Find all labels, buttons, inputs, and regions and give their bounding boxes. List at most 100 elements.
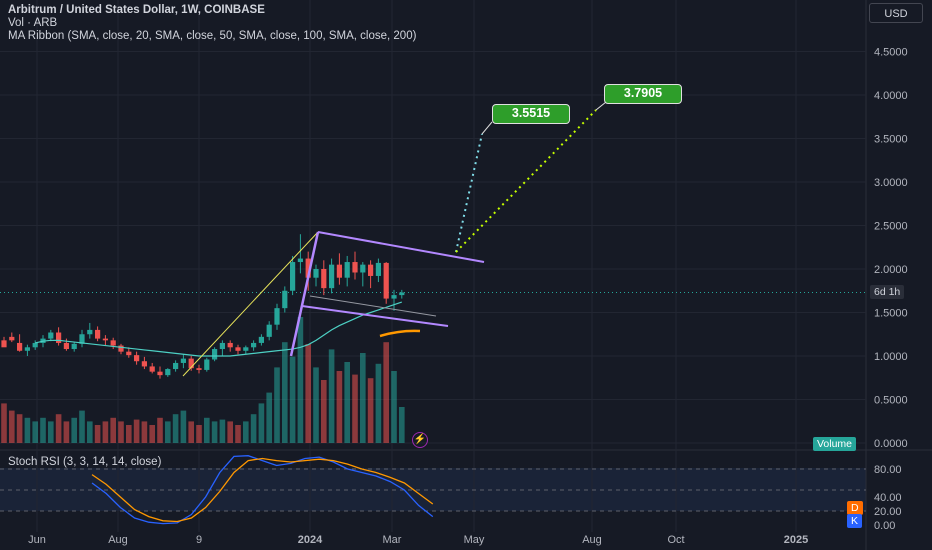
stoch-rsi-legend[interactable]: Stoch RSI (3, 3, 14, 14, close) xyxy=(8,456,162,468)
volume-bar xyxy=(63,421,70,443)
volume-bar xyxy=(16,414,23,443)
support-arc xyxy=(379,329,421,338)
volume-bar xyxy=(274,367,280,443)
volume-bar xyxy=(55,414,62,443)
stoch-axis-label: 0.00 xyxy=(874,520,895,532)
time-axis-label: Jun xyxy=(28,534,46,546)
volume-bar xyxy=(305,344,311,443)
candle-body xyxy=(368,264,374,276)
candle-body xyxy=(32,342,38,348)
candle-body xyxy=(71,343,77,350)
candle-body xyxy=(227,342,233,348)
volume-bar xyxy=(375,363,382,443)
candle-body xyxy=(188,358,194,369)
volume-bar xyxy=(157,417,163,443)
candle-body xyxy=(329,264,335,289)
target-path-left xyxy=(455,133,483,253)
stoch-axis-label: 20.00 xyxy=(874,506,902,518)
flag-upper-line xyxy=(317,231,485,263)
currency-button[interactable]: USD xyxy=(869,3,923,23)
volume-bar xyxy=(211,421,218,443)
candle-body xyxy=(282,290,288,309)
price-axis-label: 1.0000 xyxy=(874,351,908,363)
volume-bar xyxy=(118,421,124,443)
target-callout-left[interactable]: 3.5515 xyxy=(492,104,570,124)
volume-bar xyxy=(344,362,350,443)
stoch-axis-label: 80.00 xyxy=(874,464,902,476)
candle-body xyxy=(95,329,101,339)
volume-bar xyxy=(266,392,272,443)
volume-bar xyxy=(352,374,358,443)
candle-body xyxy=(243,347,249,351)
time-axis-label: 2024 xyxy=(298,534,323,546)
volume-legend[interactable]: Vol · ARB xyxy=(8,17,58,29)
candle-body xyxy=(48,332,54,339)
time-axis-label: 9 xyxy=(196,534,202,546)
target-callout-right[interactable]: 3.7905 xyxy=(604,84,682,104)
candle-body xyxy=(126,351,132,356)
stoch-k-line xyxy=(91,455,434,525)
time-axis-label: Mar xyxy=(383,534,402,546)
candle-body xyxy=(204,359,210,370)
volume-bar xyxy=(48,421,54,443)
candle-body xyxy=(321,269,327,289)
candle-body xyxy=(102,338,108,341)
volume-bar xyxy=(165,421,171,443)
symbol-title[interactable]: Arbitrum / United States Dollar, 1W, COI… xyxy=(8,4,265,16)
time-axis-label: May xyxy=(464,534,485,546)
candle-body xyxy=(157,371,163,376)
volume-bar xyxy=(24,417,31,443)
volume-bar xyxy=(180,410,187,443)
ma-ribbon-legend[interactable]: MA Ribbon (SMA, close, 20, SMA, close, 5… xyxy=(8,30,417,42)
candle-body xyxy=(383,262,389,299)
volume-bar xyxy=(172,414,179,443)
volume-bar xyxy=(360,353,366,443)
candle-body xyxy=(274,308,280,325)
price-axis-label: 0.5000 xyxy=(874,395,908,407)
candle-body xyxy=(9,336,15,341)
callout-pointer-right xyxy=(595,101,607,111)
candle-body xyxy=(149,366,155,372)
volume-bar xyxy=(1,403,7,443)
volume-bar xyxy=(79,410,85,443)
price-axis-label: 2.0000 xyxy=(874,264,908,276)
flag-pole xyxy=(289,231,320,357)
volume-bar xyxy=(126,425,132,443)
candle-body xyxy=(219,342,225,350)
candle-body xyxy=(344,262,350,278)
ma-ribbon-line xyxy=(35,301,402,357)
volume-bar xyxy=(94,425,101,443)
trend-line-yellow xyxy=(182,231,319,377)
volume-bar xyxy=(367,378,374,443)
time-axis-label: Oct xyxy=(667,534,684,546)
candle-body xyxy=(391,295,397,299)
volume-bar xyxy=(141,421,148,443)
candle-body xyxy=(1,340,7,348)
candle-body xyxy=(235,347,241,351)
time-axis-label: Aug xyxy=(108,534,128,546)
lightning-icon[interactable]: ⚡ xyxy=(412,432,428,448)
candle-body xyxy=(196,368,202,370)
volume-bar xyxy=(133,419,140,443)
candle-body xyxy=(375,262,381,276)
volume-bar xyxy=(40,417,46,443)
price-axis-label: 4.5000 xyxy=(874,47,908,59)
candle-body xyxy=(305,258,311,278)
candle-body xyxy=(180,358,186,363)
volume-bar xyxy=(321,380,327,443)
candle-body xyxy=(56,332,62,343)
volume-bar xyxy=(102,421,109,443)
volume-bar xyxy=(328,349,335,443)
volume-bar xyxy=(258,403,265,443)
price-axis-label: 0.0000 xyxy=(874,438,908,450)
candle-body xyxy=(118,345,124,352)
volume-bar xyxy=(391,371,397,443)
time-axis-label: Aug xyxy=(582,534,602,546)
candle-body xyxy=(141,361,147,367)
volume-bar xyxy=(243,421,249,443)
candle-body xyxy=(399,292,405,296)
volume-bar xyxy=(250,414,257,443)
candle-body xyxy=(251,342,257,348)
